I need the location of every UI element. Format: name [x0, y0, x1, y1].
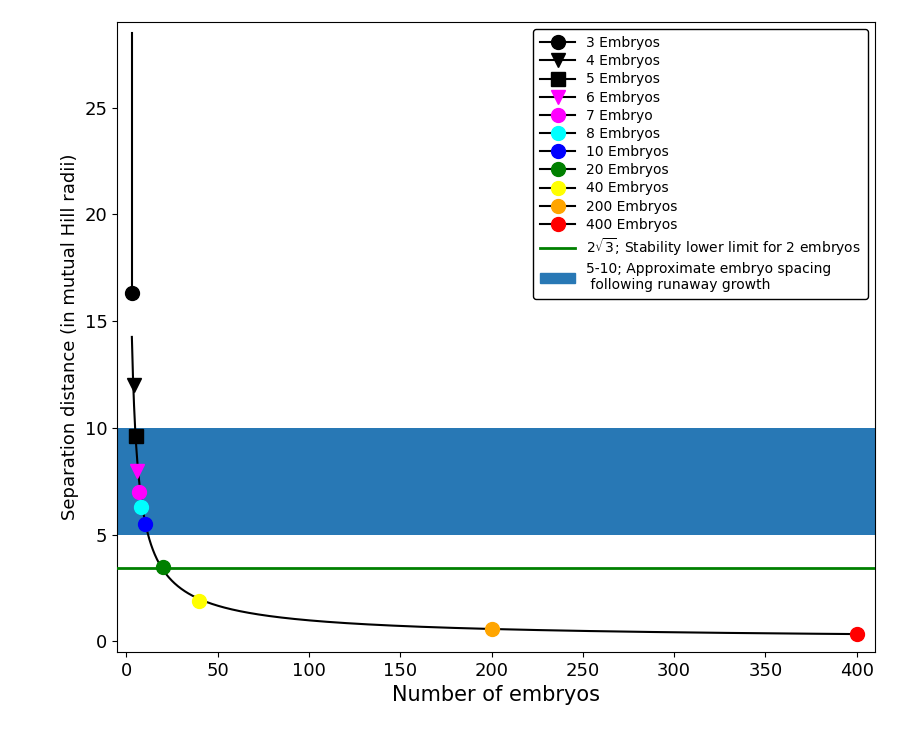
- Y-axis label: Separation distance (in mutual Hill radii): Separation distance (in mutual Hill radi…: [61, 154, 79, 520]
- Bar: [117, 428, 875, 535]
- Legend: 3 Embryos, 4 Embryos, 5 Embryos, 6 Embryos, 7 Embryo, 8 Embryos, 10 Embryos, 20 : 3 Embryos, 4 Embryos, 5 Embryos, 6 Embry…: [533, 29, 868, 299]
- X-axis label: Number of embryos: Number of embryos: [392, 685, 600, 705]
